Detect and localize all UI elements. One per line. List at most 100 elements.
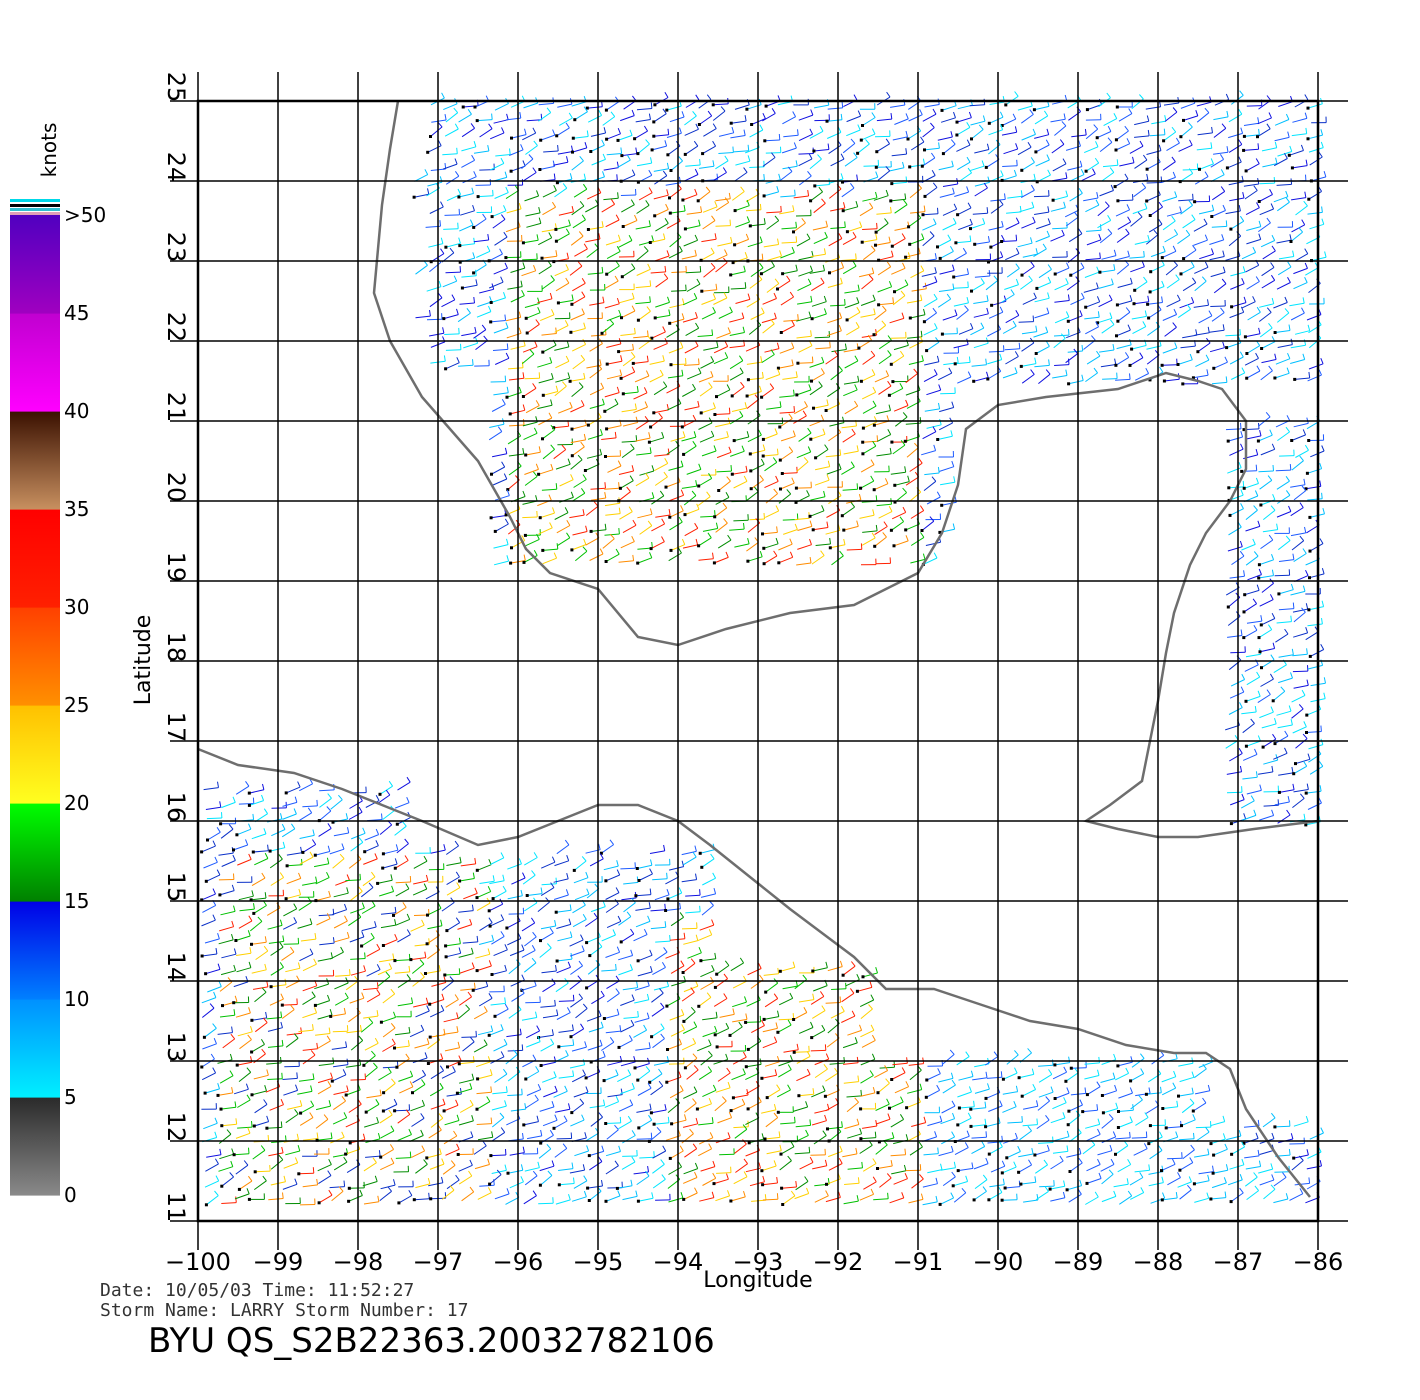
wind-barb-feather <box>921 233 925 240</box>
wind-barb <box>1022 253 1038 258</box>
rain-flag-dot <box>666 897 670 901</box>
wind-barb <box>395 860 409 869</box>
wind-barb <box>734 238 749 246</box>
wind-barb <box>943 143 956 154</box>
wind-barb-feather <box>993 1051 999 1057</box>
wind-barb <box>862 197 878 202</box>
rain-flag-dot <box>745 107 749 111</box>
wind-barb-feather <box>327 793 332 799</box>
wind-barb-feather <box>645 139 650 145</box>
wind-barb <box>477 1030 493 1036</box>
wind-barb <box>1193 223 1208 232</box>
wind-barb-feather <box>875 524 878 531</box>
wind-barb-feather <box>1304 444 1309 451</box>
wind-barb-feather <box>936 355 940 362</box>
wind-barb <box>428 243 444 248</box>
wind-barb <box>1245 695 1261 702</box>
wind-barb <box>1021 113 1034 124</box>
wind-barb <box>1293 490 1307 501</box>
wind-barb-feather <box>732 146 734 153</box>
rain-flag-dot <box>810 379 813 383</box>
wind-barb <box>329 848 345 855</box>
wind-barb <box>251 833 267 840</box>
wind-barb <box>682 298 698 306</box>
wind-barb <box>765 152 781 154</box>
wind-barb <box>201 919 216 927</box>
wind-barb-feather <box>1146 173 1149 180</box>
rain-flag-dot <box>200 898 204 902</box>
wind-barb <box>302 985 317 992</box>
wind-barb <box>601 969 617 972</box>
wind-barb <box>572 282 586 292</box>
wind-barb <box>1291 460 1304 471</box>
wind-barb-feather <box>636 386 639 393</box>
wind-barb <box>1180 102 1196 109</box>
wind-barb-feather <box>664 921 667 928</box>
wind-barb-feather <box>1303 721 1307 728</box>
wind-barb <box>746 391 762 397</box>
wind-barb-feather <box>580 354 586 361</box>
wind-barb-feather <box>1208 310 1213 317</box>
wind-barb-feather <box>267 844 269 851</box>
wind-barb-feather <box>664 218 669 224</box>
wind-barb-feather <box>775 505 780 512</box>
wind-barb-feather <box>1266 217 1271 224</box>
wind-barb-feather <box>500 276 504 283</box>
rain-flag-dot <box>313 853 317 857</box>
wind-barb <box>1117 283 1133 288</box>
rain-flag-dot <box>636 180 640 184</box>
wind-barb-feather <box>635 435 638 442</box>
wind-barb-feather <box>759 385 762 392</box>
rain-flag-dot <box>510 546 513 550</box>
wind-barb <box>542 449 555 460</box>
wind-barb <box>538 527 553 535</box>
wind-barb-feather <box>725 491 730 498</box>
wind-barb-feather <box>312 1073 315 1080</box>
rain-flag-dot <box>779 331 783 334</box>
wind-barb-feather <box>728 407 731 414</box>
wind-barb-feather <box>658 412 663 419</box>
wind-barb <box>302 805 318 808</box>
wind-barb-feather <box>456 1012 459 1019</box>
wind-barb <box>1293 611 1306 623</box>
wind-barb <box>1247 574 1262 581</box>
wind-barb <box>874 1070 888 1079</box>
wind-barb-feather <box>500 214 506 220</box>
wind-barb <box>1278 589 1294 595</box>
wind-barb <box>617 134 633 141</box>
wind-barb-feather <box>568 219 571 226</box>
wind-barb <box>442 280 457 288</box>
rain-flag-dot <box>541 548 545 552</box>
wind-barb-feather <box>388 963 393 969</box>
wind-barb-feather <box>698 947 702 953</box>
wind-barb <box>1295 205 1308 216</box>
wind-barb-feather <box>406 913 411 920</box>
wind-barb <box>654 209 669 217</box>
wind-barb <box>718 152 734 154</box>
rain-flag-dot <box>458 244 462 248</box>
wind-barb <box>1295 738 1308 749</box>
wind-barb-feather <box>1096 282 1099 289</box>
wind-barb <box>926 389 941 396</box>
wind-barb-feather <box>232 854 236 861</box>
wind-barb-feather <box>1321 492 1323 499</box>
rain-flag-dot <box>251 850 255 854</box>
wind-barb <box>1052 195 1068 201</box>
wind-barb <box>1097 219 1111 229</box>
wind-barb <box>282 922 297 930</box>
wind-barb-feather <box>792 111 797 117</box>
wind-barb-feather <box>690 987 695 993</box>
wind-barb <box>924 472 940 476</box>
wind-barb <box>585 204 599 213</box>
wind-barb <box>892 444 906 455</box>
wind-barb-feather <box>1302 429 1307 436</box>
wind-barb <box>1241 543 1256 551</box>
wind-barb <box>1134 159 1148 169</box>
rain-flag-dot <box>781 272 785 276</box>
wind-barb <box>703 128 717 137</box>
wind-barb-feather <box>616 297 620 304</box>
wind-barb-feather <box>1016 159 1018 166</box>
wind-barb <box>1258 312 1272 322</box>
wind-barb-feather <box>649 552 653 558</box>
wind-barb <box>1053 337 1066 349</box>
